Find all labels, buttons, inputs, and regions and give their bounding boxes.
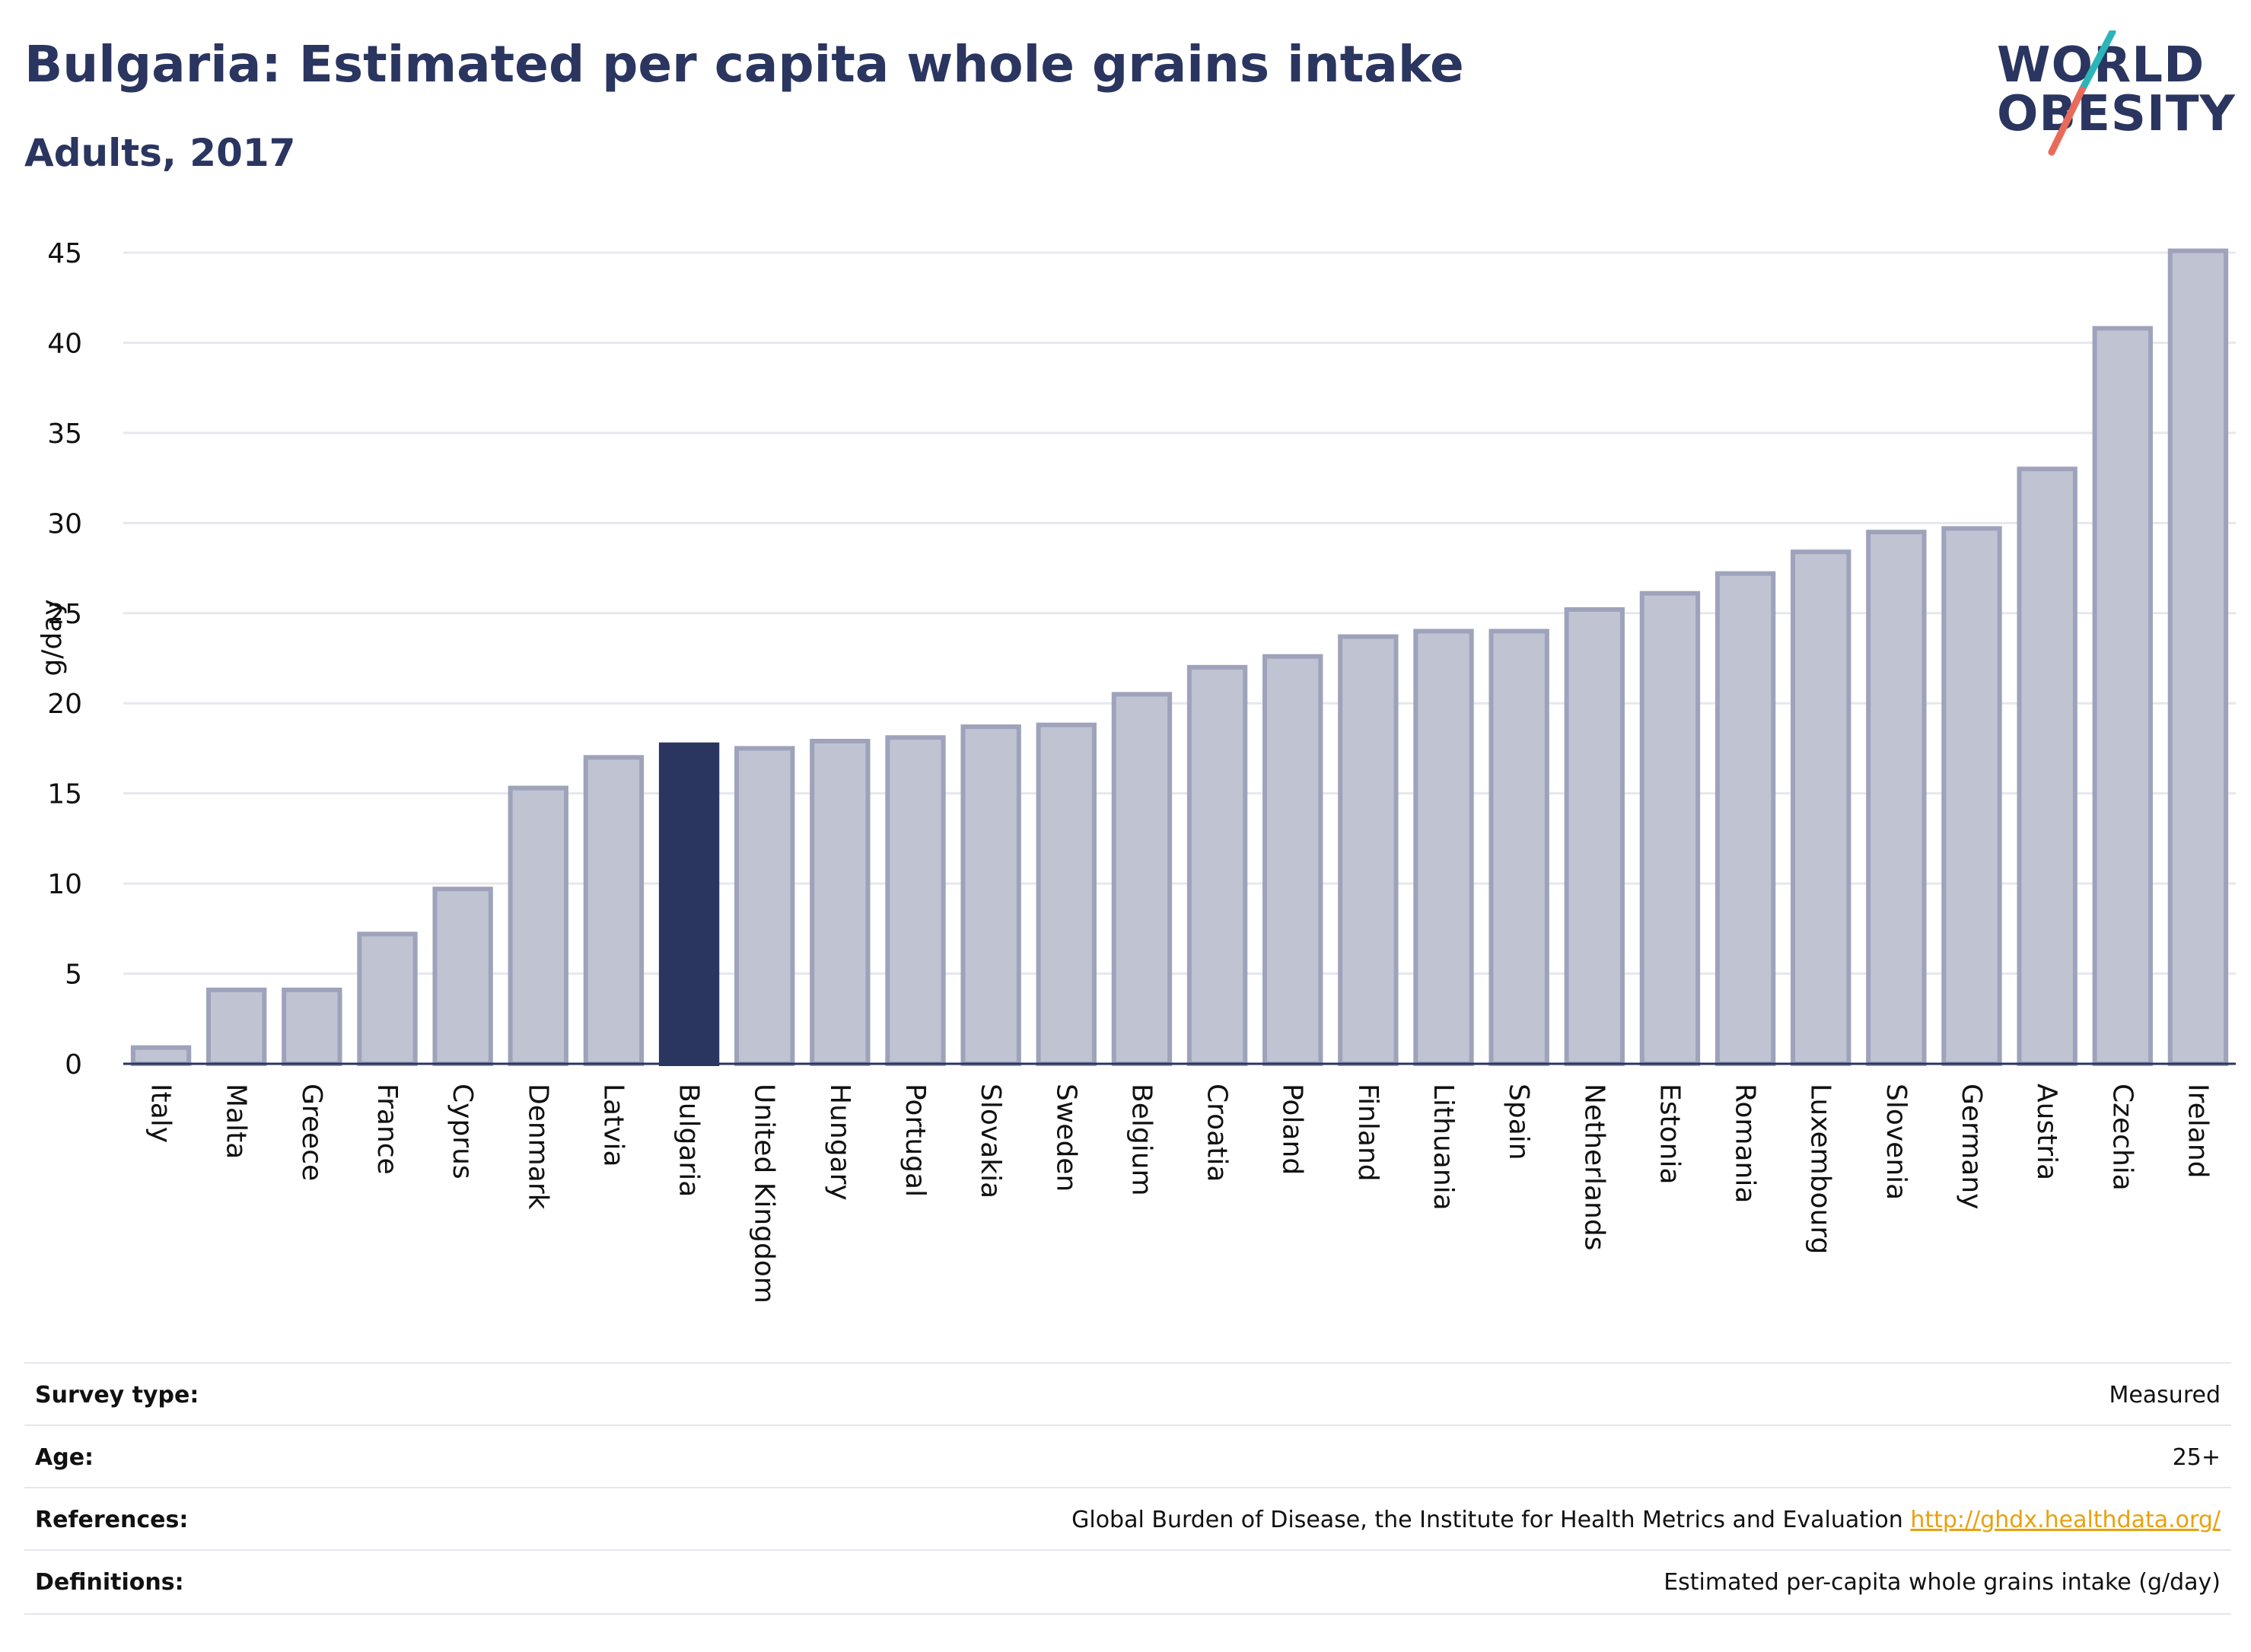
bar-slovenia[interactable] [1866,530,1927,1066]
x-tick-spain: Spain [1503,1084,1534,1160]
info-row-definitions: Definitions: Estimated per-capita whole … [24,1549,2231,1615]
x-tick-cyprus: Cyprus [447,1084,478,1179]
age-label: Age: [35,1444,94,1471]
y-tick-40: 40 [47,328,82,359]
x-tick-romania: Romania [1730,1084,1761,1203]
references-text: Global Burden of Disease, the Institute … [1071,1507,1903,1533]
x-tick-slovakia: Slovakia [975,1084,1006,1198]
chart-subtitle: Adults, 2017 [24,131,296,175]
y-tick-45: 45 [47,238,82,269]
x-tick-bulgaria: Bulgaria [673,1084,705,1197]
info-row-survey-type: Survey type: Measured [24,1362,2231,1426]
bar-bulgaria[interactable] [658,742,720,1066]
age-value: 25+ [2172,1444,2221,1471]
survey-type-value: Measured [2109,1382,2221,1408]
x-tick-estonia: Estonia [1654,1084,1685,1185]
bar-luxembourg[interactable] [1791,549,1851,1067]
x-tick-poland: Poland [1277,1084,1308,1175]
definitions-value: Estimated per-capita whole grains intake… [1664,1569,2221,1596]
y-tick-5: 5 [65,960,82,991]
bar-portugal[interactable] [885,735,946,1067]
bar-malta[interactable] [206,987,267,1067]
bar-belgium[interactable] [1111,692,1173,1067]
bar-chart: 0 5 10 15 20 25 30 35 40 45 Italy Malta Greece Franc… [37,238,2236,1303]
bar-hungary[interactable] [810,738,871,1066]
bars [130,248,2229,1067]
bar-lithuania[interactable] [1413,629,1474,1066]
logo-slash-teal [2078,30,2116,94]
bar-finland[interactable] [1338,634,1399,1066]
bar-croatia[interactable] [1186,664,1248,1066]
x-tick-ireland: Ireland [2182,1084,2213,1179]
x-tick-italy: Italy [145,1084,177,1143]
y-tick-25: 25 [47,599,82,630]
x-tick-france: France [371,1084,403,1175]
x-tick-netherlands: Netherlands [1578,1084,1609,1250]
bar-united-kingdom[interactable] [734,746,795,1066]
bar-cyprus[interactable] [432,886,493,1066]
definitions-label: Definitions: [35,1569,184,1596]
survey-type-label: Survey type: [35,1382,199,1408]
x-tick-latvia: Latvia [597,1084,629,1167]
bar-germany[interactable] [1941,526,2002,1066]
y-axis-label: g/day [37,599,68,676]
bar-slovakia[interactable] [960,724,1021,1066]
y-tick-15: 15 [47,779,82,810]
logo-slash-icon [2048,30,2116,156]
world-obesity-logo[interactable]: WORLD OBESITY [1979,30,2237,167]
bar-netherlands[interactable] [1564,607,1625,1066]
bar-poland[interactable] [1262,654,1323,1066]
x-tick-labels: Italy Malta Greece France Cyprus Denmark Latvi… [145,1084,2214,1303]
x-tick-greece: Greece [296,1084,327,1181]
x-tick-denmark: Denmark [522,1084,553,1210]
bar-italy[interactable] [130,1045,192,1067]
info-row-references: References: Global Burden of Disease, th… [24,1487,2231,1551]
bar-romania[interactable] [1715,571,1776,1066]
y-tick-30: 30 [47,508,82,540]
bar-estonia[interactable] [1639,590,1701,1066]
bar-latvia[interactable] [583,755,645,1066]
y-tick-35: 35 [47,419,82,450]
x-tick-belgium: Belgium [1126,1084,1157,1196]
references-link[interactable]: http://ghdx.healthdata.org/ [1910,1507,2221,1533]
info-row-age: Age: 25+ [24,1424,2231,1488]
x-tick-luxembourg: Luxembourg [1805,1084,1836,1254]
y-tick-10: 10 [47,869,82,900]
y-tick-20: 20 [47,689,82,720]
bar-spain[interactable] [1488,629,1549,1066]
x-tick-slovenia: Slovenia [1880,1084,1912,1200]
x-tick-portugal: Portugal [899,1084,931,1197]
y-tick-0: 0 [65,1049,82,1081]
x-tick-austria: Austria [2031,1084,2062,1180]
x-tick-finland: Finland [1352,1084,1383,1182]
bar-greece[interactable] [282,987,342,1067]
references-label: References: [35,1507,189,1533]
bar-austria[interactable] [2017,466,2077,1066]
bar-france[interactable] [357,931,418,1066]
x-tick-croatia: Croatia [1202,1084,1233,1182]
bar-czechia[interactable] [2092,326,2153,1066]
x-tick-czechia: Czechia [2106,1084,2138,1191]
x-tick-sweden: Sweden [1050,1084,1081,1192]
x-tick-hungary: Hungary [824,1084,855,1201]
bar-denmark[interactable] [508,785,568,1066]
bar-ireland[interactable] [2167,248,2229,1067]
x-tick-united-kingdom: United Kingdom [749,1084,780,1303]
references-value: Global Burden of Disease, the Institute … [1071,1507,2221,1533]
x-tick-lithuania: Lithuania [1428,1084,1459,1211]
logo-slash-coral [2048,86,2086,156]
chart-title: Bulgaria: Estimated per capita whole gra… [24,35,1464,94]
bar-sweden[interactable] [1036,722,1097,1066]
x-tick-malta: Malta [221,1084,252,1159]
x-tick-germany: Germany [1956,1084,1987,1209]
logo-line-2: OBESITY [1997,86,2236,142]
y-tick-labels: 0 5 10 15 20 25 30 35 40 45 [47,238,82,1081]
